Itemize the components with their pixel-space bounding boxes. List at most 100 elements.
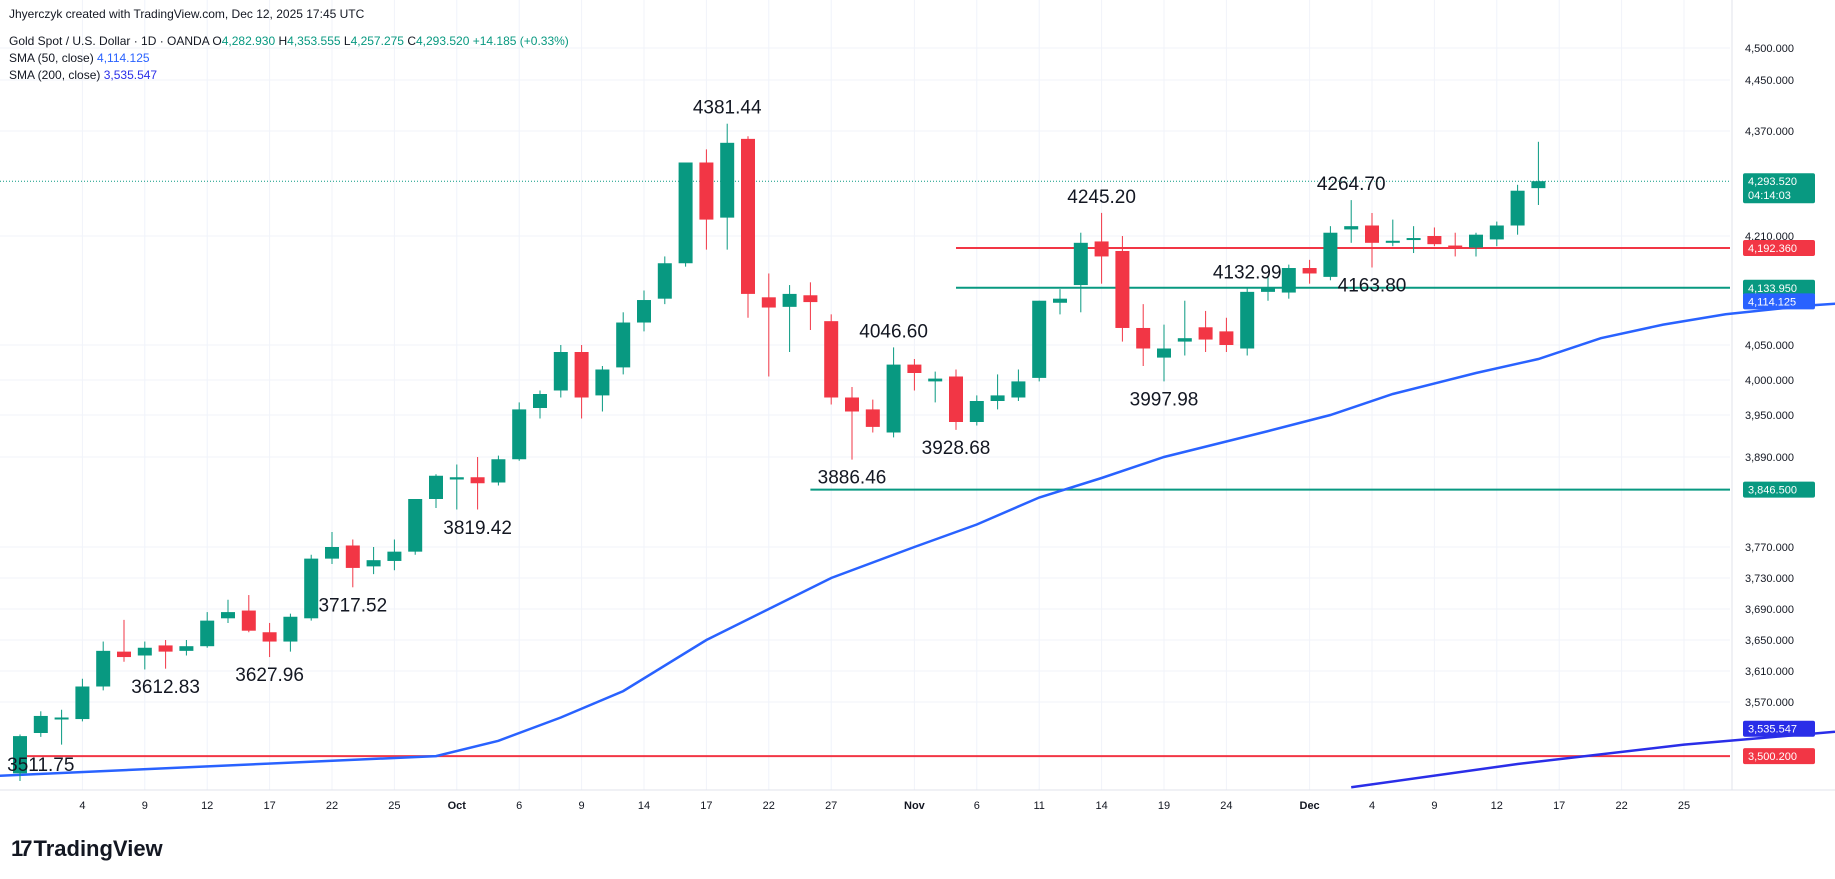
change-value: +14.185 (+0.33%) (472, 34, 569, 48)
candle-body (1136, 327, 1151, 349)
candle-body (1323, 232, 1338, 277)
price-annotation: 4264.70 (1317, 174, 1386, 195)
time-axis-label: 14 (638, 800, 650, 812)
candle-body (1448, 245, 1463, 249)
price-annotation: 3928.68 (922, 438, 991, 459)
candle-body (54, 717, 69, 720)
symbol-label[interactable]: Gold Spot / U.S. Dollar · 1D · OANDA (9, 34, 210, 48)
candle-body (907, 364, 922, 373)
price-axis-label: 3,730.000 (1745, 573, 1794, 585)
candle-body (657, 263, 672, 299)
candle-body (1302, 268, 1317, 274)
price-annotation: 4046.60 (859, 321, 928, 342)
candle-body (1115, 250, 1130, 328)
price-tag (1743, 279, 1815, 296)
candle-body (928, 378, 943, 382)
time-axis-label: 22 (763, 800, 775, 812)
candle-body (491, 459, 506, 483)
price-annotation: 3627.96 (235, 665, 304, 686)
price-tag (1743, 240, 1815, 257)
sma50-line (0, 302, 1835, 777)
price-axis-label: 4,000.000 (1745, 375, 1794, 387)
candle-body (720, 142, 735, 218)
price-axis-label: 4,500.000 (1745, 43, 1794, 55)
candle-body (845, 397, 859, 412)
candle-body (990, 395, 1005, 401)
time-axis-label: 17 (700, 800, 712, 812)
price-axis-label: 3,570.000 (1745, 697, 1794, 709)
price-tag-label: 4,133.950 (1748, 283, 1797, 295)
time-axis-label: 27 (825, 800, 837, 812)
candle-body (1344, 226, 1359, 230)
candle-body (1261, 288, 1275, 292)
price-annotation: 4245.20 (1067, 187, 1136, 208)
candle-body (512, 409, 527, 460)
candle-body (1427, 236, 1442, 245)
sma50-legend[interactable]: SMA (50, close) 4,114.125 (9, 51, 150, 66)
candle-body (1531, 181, 1546, 189)
candle-body (1198, 327, 1213, 340)
open-value: 4,282.930 (221, 34, 276, 48)
candle-body (408, 499, 423, 552)
candle-body (137, 647, 152, 656)
time-axis-label: 4 (1369, 800, 1375, 812)
price-tag (1743, 748, 1815, 765)
candle-body (824, 321, 839, 398)
candle-body (1053, 298, 1067, 303)
candle-body (616, 322, 631, 368)
candle-body (117, 651, 131, 658)
candle-body (782, 293, 797, 307)
time-axis-label: 14 (1095, 800, 1107, 812)
tradingview-logo[interactable]: 17 TradingView (11, 836, 163, 862)
chart-credit: Jhyerczyk created with TradingView.com, … (9, 7, 365, 21)
candle-body (200, 620, 215, 647)
price-axis-label: 3,950.000 (1745, 410, 1794, 422)
price-annotation: 4132.99 (1213, 262, 1282, 283)
time-axis-label: 4 (79, 800, 85, 812)
price-annotation: 3717.52 (318, 596, 387, 617)
price-tag-countdown: 04:14:03 (1748, 190, 1791, 202)
candle-body (449, 477, 464, 480)
candle-body (1510, 190, 1525, 226)
candle-body (429, 475, 443, 499)
time-axis-label: Dec (1300, 800, 1320, 812)
price-axis-label: 4,050.000 (1745, 340, 1794, 352)
price-tag (1743, 293, 1815, 310)
candle-body (1469, 234, 1483, 248)
low-value: 4,257.275 (350, 34, 404, 48)
candle-body (470, 477, 485, 484)
candle-body (949, 376, 963, 422)
time-axis-label: 22 (326, 800, 338, 812)
candle-body (1219, 331, 1234, 345)
open-label: O (212, 34, 222, 48)
time-axis-label: 25 (1678, 800, 1690, 812)
candle-body (741, 138, 755, 294)
candles-group (13, 123, 1546, 782)
candle-body (325, 547, 339, 559)
candle-body (283, 616, 298, 642)
price-tag (1743, 481, 1815, 498)
sma200-legend[interactable]: SMA (200, close) 3,535.547 (9, 68, 157, 83)
price-annotation: 4381.44 (693, 98, 762, 119)
candle-body (533, 394, 547, 408)
time-axis-label: 12 (201, 800, 213, 812)
tradingview-logo-text: TradingView (33, 836, 163, 861)
sma200-label: SMA (200, close) (9, 68, 101, 82)
time-axis-label: 24 (1220, 800, 1232, 812)
tradingview-logo-icon: 17 (11, 836, 33, 861)
price-annotation: 4163.80 (1338, 275, 1407, 296)
sma50-value: 4,114.125 (97, 51, 150, 65)
close-label: C (407, 34, 416, 48)
high-label: H (278, 34, 288, 48)
price-tag-label: 3,500.200 (1748, 751, 1797, 763)
time-axis-label: 9 (579, 800, 585, 812)
sma200-value: 3,535.547 (103, 68, 158, 82)
candle-body (387, 551, 402, 561)
candle-body (1281, 268, 1296, 293)
candle-body (75, 686, 90, 720)
candle-body (1011, 381, 1026, 398)
candle-body (886, 364, 901, 433)
time-axis-label: 17 (263, 800, 275, 812)
price-tag-label: 4,114.125 (1748, 296, 1796, 308)
